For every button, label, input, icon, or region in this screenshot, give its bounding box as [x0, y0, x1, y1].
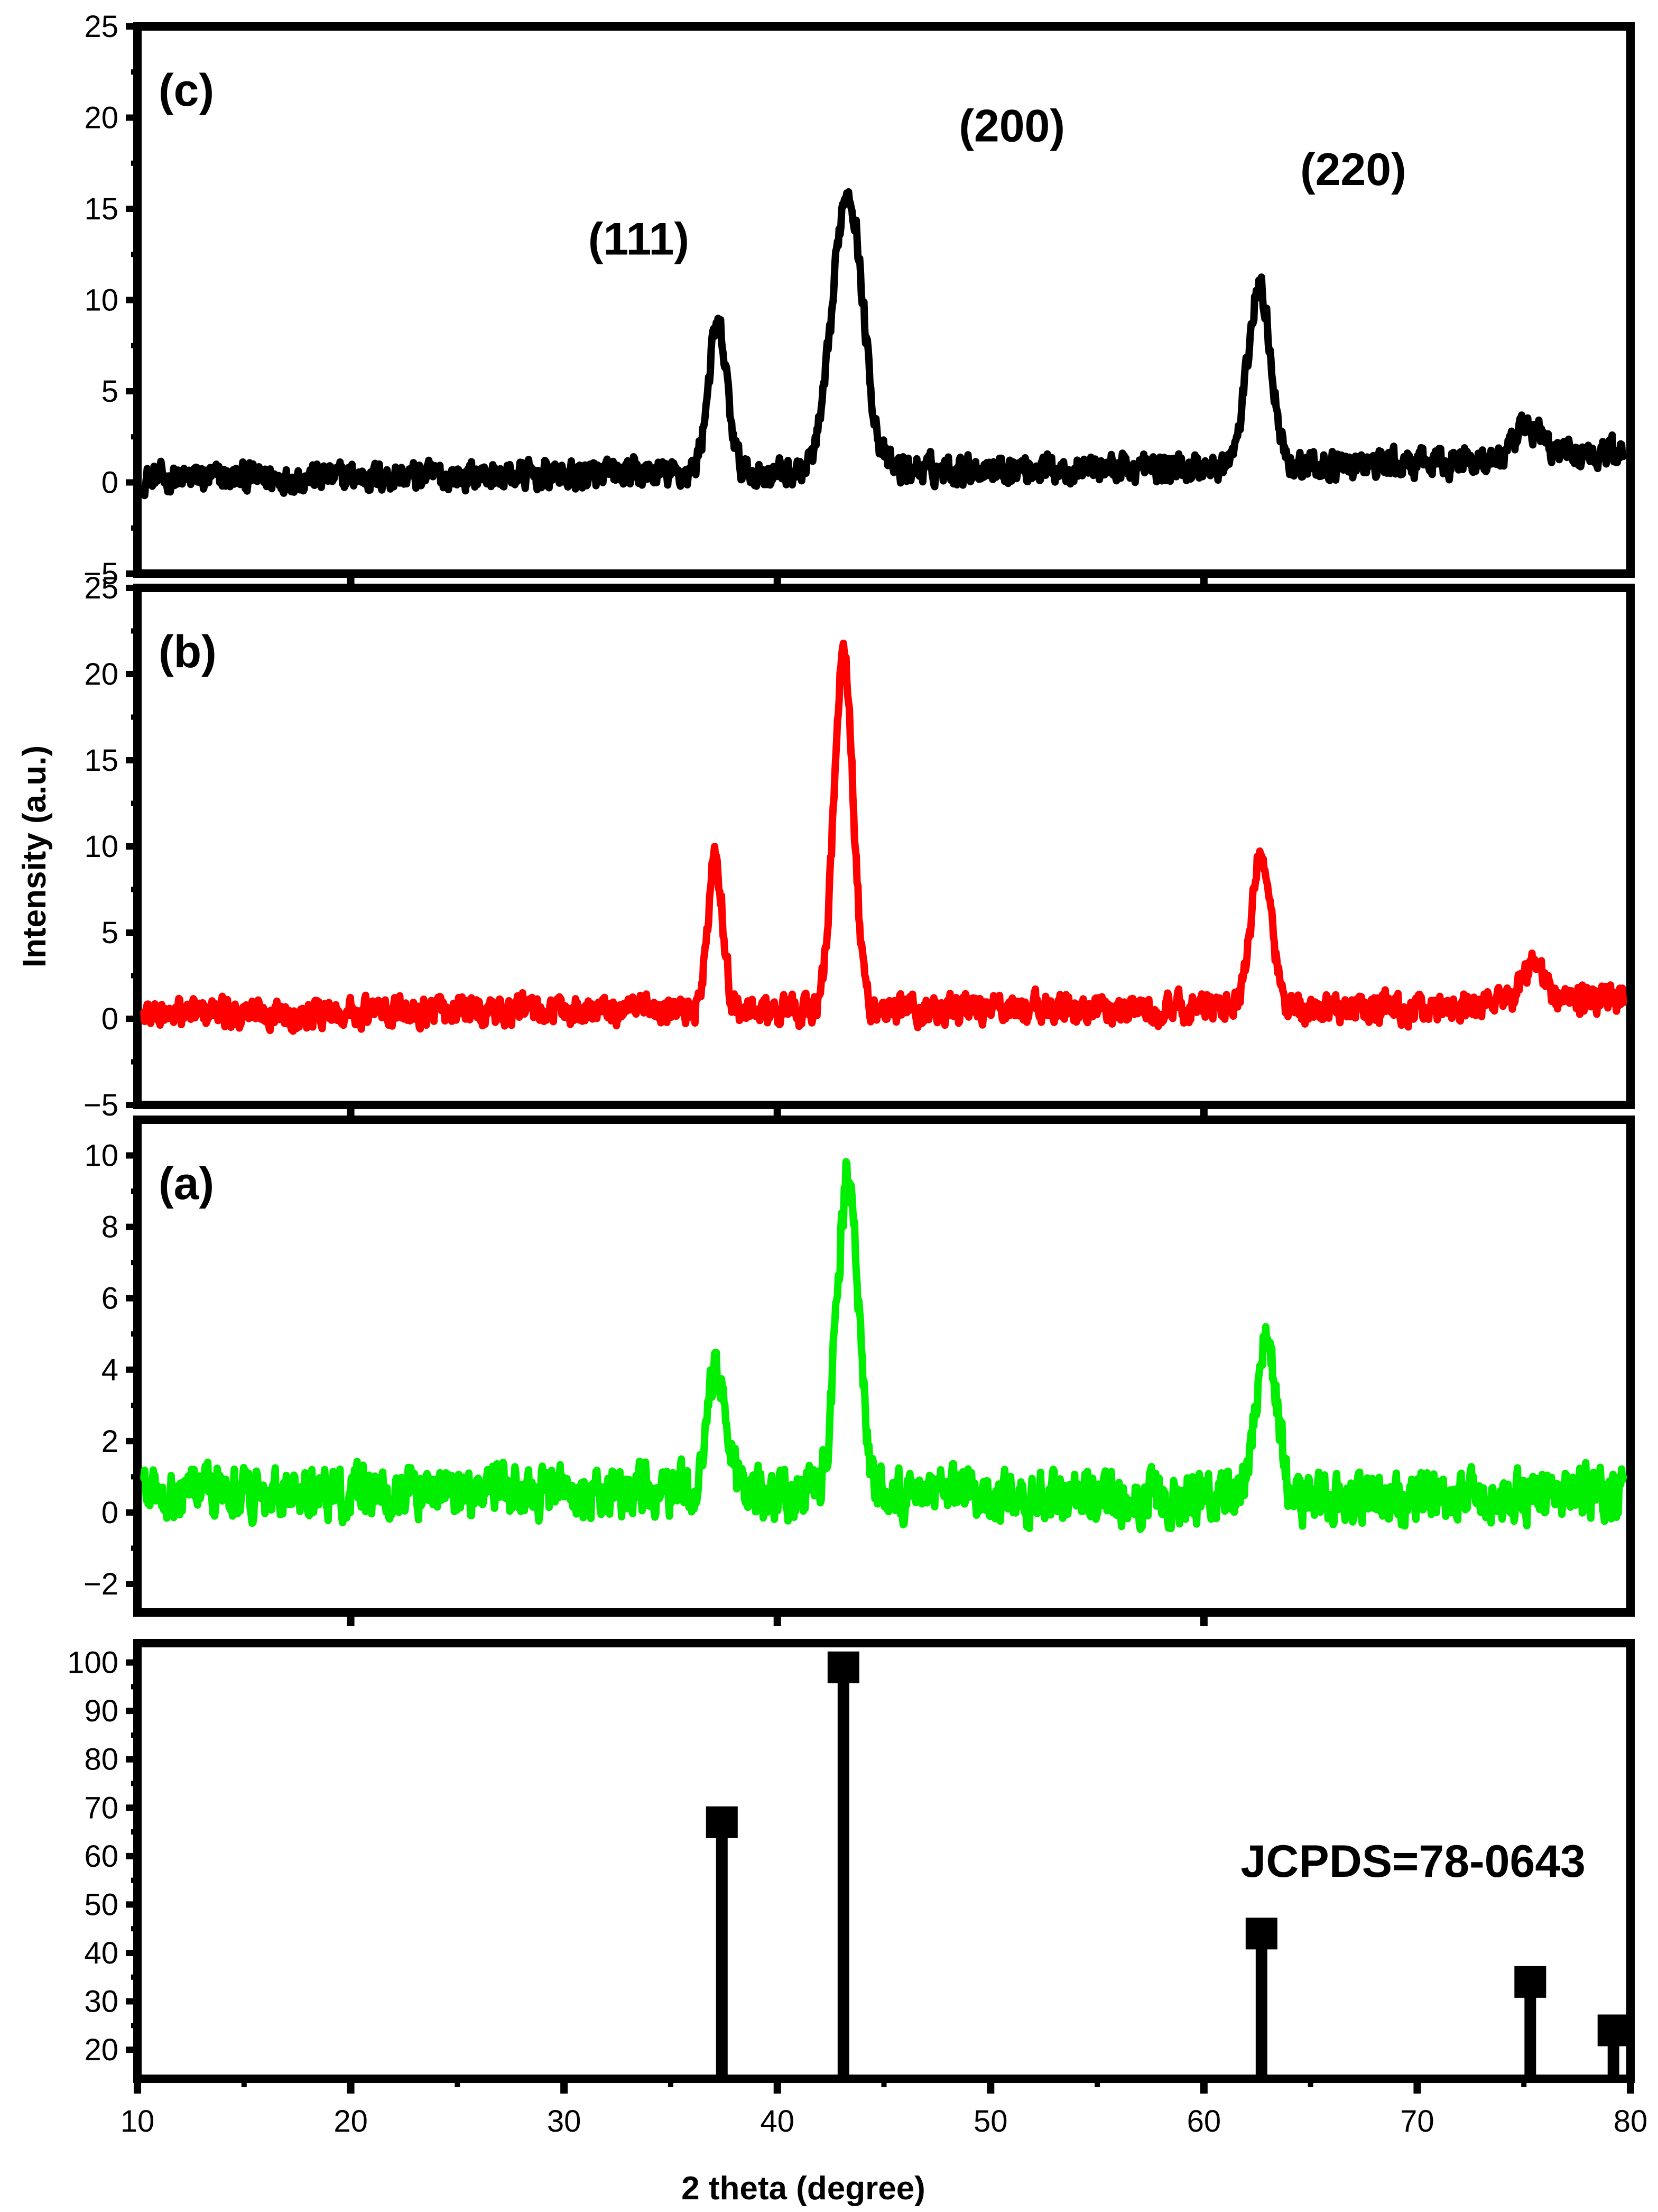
reference-marker-4: [1597, 2014, 1629, 2047]
series-line-b: [140, 639, 1627, 1035]
y-tick-label-b-4: 15: [84, 743, 118, 778]
y-tick-label-b-2: 5: [101, 916, 118, 950]
reference-marker-1: [827, 1651, 859, 1683]
panel-a: −2 0 2 4 6 8 10 (a): [84, 1116, 1635, 1626]
y-tick-label-b-1: 0: [101, 1002, 118, 1036]
y-tick-label-ref-1: 30: [84, 1985, 118, 2019]
y-tick-label-ref-7: 90: [84, 1694, 118, 1728]
y-tick-label-b-5: 20: [84, 657, 118, 692]
y-tick-label-b-3: 10: [84, 830, 118, 864]
reference-marker-0: [706, 1806, 738, 1838]
panel-frame-c: [133, 22, 1635, 578]
reference-marker-2: [1245, 1918, 1277, 1950]
panel-frame-a: [133, 1116, 1635, 1617]
y-axis-title: Intensity (a.u.): [16, 745, 53, 967]
x-tick-label-7: 80: [1614, 2104, 1648, 2139]
panel-label-b: (b): [159, 626, 217, 677]
y-tick-label-a-2: 2: [101, 1424, 118, 1459]
y-tick-label-c-4: 15: [84, 192, 118, 226]
x-tick-label-1: 20: [334, 2104, 368, 2139]
y-tick-label-c-2: 5: [101, 374, 118, 409]
x-axis-title: 2 theta (degree): [681, 2170, 925, 2207]
panel-label-a: (a): [159, 1158, 214, 1209]
panel-c: −5 0 5 10 15 20 25 (c) (111) (200) (220): [84, 10, 1635, 591]
panel-b: −5 0 5 10 15 20 25 (b): [84, 571, 1635, 1122]
y-tick-label-a-1: 0: [101, 1496, 118, 1530]
y-tick-label-a-6: 10: [84, 1139, 118, 1173]
x-tick-label-6: 70: [1400, 2104, 1434, 2139]
reference-marker-3: [1514, 1966, 1546, 1998]
y-tick-label-a-5: 8: [101, 1210, 118, 1245]
y-tick-label-b-0: −5: [84, 1088, 118, 1122]
y-tick-label-a-4: 6: [101, 1282, 118, 1316]
series-line-a: [140, 1158, 1627, 1533]
y-tick-label-ref-5: 70: [84, 1791, 118, 1825]
jcpds-label: JCPDS=78-0643: [1240, 1836, 1586, 1887]
peak-annotation-1: (200): [959, 100, 1065, 151]
y-tick-label-c-3: 10: [84, 283, 118, 318]
x-tick-label-0: 10: [121, 2104, 155, 2139]
y-tick-label-c-5: 20: [84, 101, 118, 135]
y-tick-label-a-0: −2: [84, 1567, 118, 1601]
y-tick-label-ref-6: 80: [84, 1743, 118, 1777]
series-line-c: [140, 188, 1627, 500]
y-tick-label-c-1: 0: [101, 466, 118, 500]
y-tick-label-b-6: 25: [84, 571, 118, 605]
y-tick-label-ref-2: 40: [84, 1936, 118, 1970]
x-tick-label-4: 50: [974, 2104, 1008, 2139]
y-tick-label-ref-8: 100: [67, 1646, 118, 1680]
x-tick-label-3: 40: [760, 2104, 794, 2139]
x-tick-label-5: 60: [1187, 2104, 1221, 2139]
panel-label-c: (c): [159, 65, 214, 116]
x-tick-label-2: 30: [547, 2104, 581, 2139]
panel-reference-pattern: 20 30 40 50 60 70 80 90 100 10 20 30 40 50 60 70 80 JCPDS…: [67, 1639, 1648, 2139]
y-tick-label-c-6: 25: [84, 10, 118, 44]
y-tick-label-ref-3: 50: [84, 1887, 118, 1922]
y-tick-label-ref-4: 60: [84, 1839, 118, 1874]
y-tick-label-c-0: −5: [84, 557, 118, 591]
y-tick-label-a-3: 4: [101, 1353, 118, 1387]
peak-annotation-0: (111): [588, 214, 689, 264]
y-tick-label-ref-0: 20: [84, 2033, 118, 2067]
peak-annotation-2: (220): [1300, 144, 1406, 195]
